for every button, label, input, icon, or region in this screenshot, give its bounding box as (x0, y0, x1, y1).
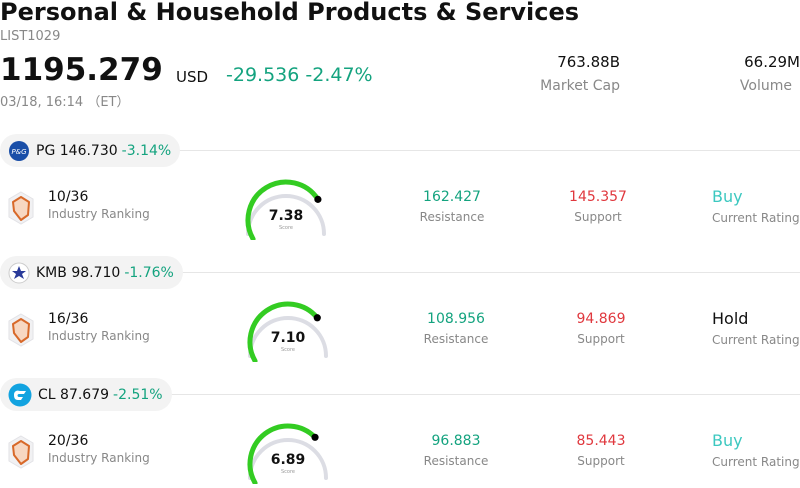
cl-logo-icon (8, 383, 32, 407)
support-value: 145.357 (569, 189, 627, 205)
gauge-track (246, 194, 326, 236)
stock-section-kmb: KMB 98.710 -1.76% 16/36 Industry Ranking … (0, 256, 800, 378)
price-change: -29.536 -2.47% (226, 64, 373, 86)
pg-logo-icon: P&G (8, 140, 30, 162)
volume-value: 66.29M (744, 53, 800, 71)
kmb-logo-icon (8, 262, 30, 284)
score-label: Score (281, 469, 295, 475)
score-value: 7.10 (271, 330, 306, 346)
gauge-track (248, 438, 328, 480)
rating-block: Buy Current Rating (712, 187, 800, 225)
resistance-block: 96.883 Resistance (406, 433, 506, 468)
industry-rank-label: Industry Ranking (48, 207, 150, 221)
support-label: Support (577, 454, 625, 468)
score-value: 7.38 (269, 208, 304, 224)
svg-text:P&G: P&G (11, 148, 27, 156)
gauge-fill (247, 423, 318, 484)
stock-section-pg: P&G PG 146.730 -3.14% 10/36 Industry Rank… (0, 134, 800, 256)
ranking-badge-icon (8, 313, 34, 347)
resistance-block: 162.427 Resistance (402, 189, 502, 224)
index-code: LIST1029 (0, 29, 61, 44)
section-divider (170, 150, 800, 151)
change-percent: -2.47% (305, 64, 373, 86)
gauge-fill (245, 179, 321, 240)
current-rating-value: Hold (712, 309, 749, 328)
resistance-label: Resistance (423, 332, 489, 346)
market-cap-label: Market Cap (540, 78, 620, 94)
market-cap-value: 763.88B (557, 53, 620, 71)
industry-rank-label: Industry Ranking (48, 451, 150, 465)
resistance-block: 108.956 Resistance (406, 311, 506, 346)
industry-rank-value: 10/36 (48, 189, 89, 205)
score-label: Score (281, 347, 295, 353)
gauge-marker (313, 314, 321, 322)
current-rating-label: Current Rating (712, 455, 800, 469)
gauge-track (248, 316, 328, 358)
support-block: 145.357 Support (548, 189, 648, 224)
support-value: 85.443 (576, 433, 626, 449)
resistance-value: 108.956 (427, 311, 485, 327)
industry-rank-value: 16/36 (48, 311, 89, 327)
support-label: Support (574, 210, 622, 224)
score-label: Score (279, 225, 293, 231)
stock-section-cl: CL 87.679 -2.51% 20/36 Industry Ranking 6… (0, 378, 800, 488)
score-gauge: 6.89 Score (247, 423, 328, 484)
stock-pill[interactable]: CL 87.679 -2.51% (0, 378, 172, 411)
stock-change-percent: -1.76% (124, 264, 174, 281)
stock-pill[interactable]: P&G PG 146.730 -3.14% (0, 134, 181, 167)
rating-block: Hold Current Rating (712, 309, 800, 347)
volume-label: Volume (739, 78, 792, 94)
section-divider (170, 394, 800, 395)
stock-change-percent: -3.14% (121, 142, 172, 159)
support-label: Support (577, 332, 625, 346)
page-title: Personal & Household Products & Services (0, 0, 580, 26)
score-gauge: 7.38 Score (245, 179, 326, 240)
score-gauge: 7.10 Score (247, 301, 328, 362)
price-currency: USD (176, 68, 209, 86)
support-block: 94.869 Support (551, 311, 651, 346)
gauge-marker (314, 195, 322, 203)
industry-rank-label: Industry Ranking (48, 329, 150, 343)
stock-price: 146.730 (59, 142, 118, 159)
stock-pill[interactable]: KMB 98.710 -1.76% (0, 256, 183, 289)
stock-price: 87.679 (60, 386, 110, 403)
score-value: 6.89 (271, 452, 306, 468)
change-value: -29.536 (226, 64, 300, 86)
resistance-label: Resistance (419, 210, 485, 224)
gauge-fill (247, 301, 320, 362)
index-price: 1195.279 (0, 52, 163, 88)
stock-ticker: KMB (36, 264, 67, 281)
resistance-label: Resistance (423, 454, 489, 468)
support-value: 94.869 (576, 311, 626, 327)
current-rating-value: Buy (712, 431, 743, 450)
industry-rank-value: 20/36 (48, 433, 89, 449)
stock-ticker: CL (38, 386, 56, 403)
stock-change-percent: -2.51% (113, 386, 163, 403)
support-block: 85.443 Support (551, 433, 651, 468)
timestamp: 03/18, 16:14 （ET） (0, 95, 130, 110)
ranking-badge-icon (8, 191, 34, 225)
gauge-marker (311, 433, 319, 441)
stock-ticker: PG (36, 142, 56, 159)
resistance-value: 96.883 (431, 433, 481, 449)
current-rating-label: Current Rating (712, 333, 800, 347)
ranking-badge-icon (8, 435, 34, 469)
rating-block: Buy Current Rating (712, 431, 800, 469)
section-divider (170, 272, 800, 273)
current-rating-label: Current Rating (712, 211, 800, 225)
resistance-value: 162.427 (423, 189, 481, 205)
current-rating-value: Buy (712, 187, 743, 206)
stock-price: 98.710 (71, 264, 121, 281)
